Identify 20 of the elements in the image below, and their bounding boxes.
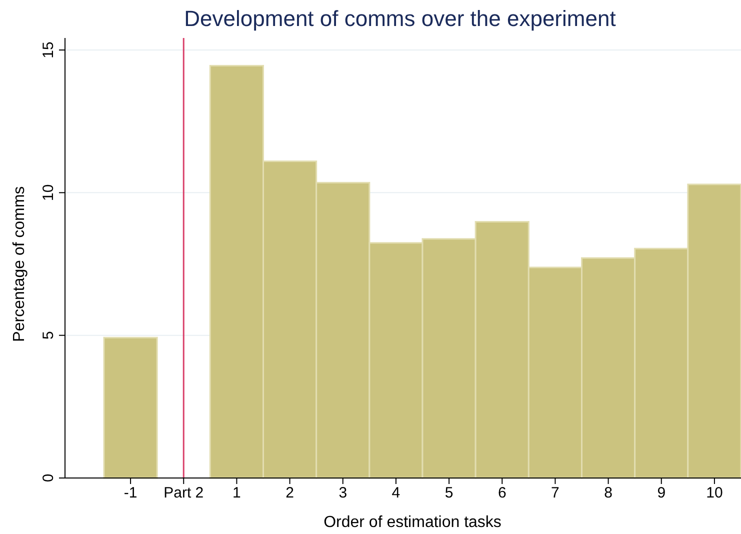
- y-tick-label: 0: [40, 474, 57, 482]
- x-tick-label: Part 2: [164, 484, 204, 502]
- y-tick-label: 15: [40, 42, 57, 58]
- x-tick-label: 7: [551, 484, 560, 502]
- x-tick-label: 1: [232, 484, 241, 502]
- y-tick-label: 5: [40, 331, 57, 340]
- bar: [103, 336, 158, 479]
- x-tick-label: 4: [392, 484, 400, 502]
- x-tick-label: 2: [286, 484, 294, 502]
- x-tick-label: 9: [657, 484, 666, 502]
- x-tick-label: 10: [706, 484, 723, 502]
- y-tick-label: 10: [40, 184, 57, 202]
- y-axis-title: Percentage of comms: [11, 186, 28, 342]
- x-tick-label: 6: [498, 484, 506, 502]
- chart-title: Development of comms over the experiment: [184, 6, 616, 31]
- x-tick-label: 3: [338, 484, 348, 502]
- x-tick-label: 8: [604, 484, 612, 502]
- x-tick-label: -1: [124, 484, 138, 502]
- x-axis-title: Order of estimation tasks: [324, 514, 502, 531]
- x-tick-label: 5: [444, 484, 454, 502]
